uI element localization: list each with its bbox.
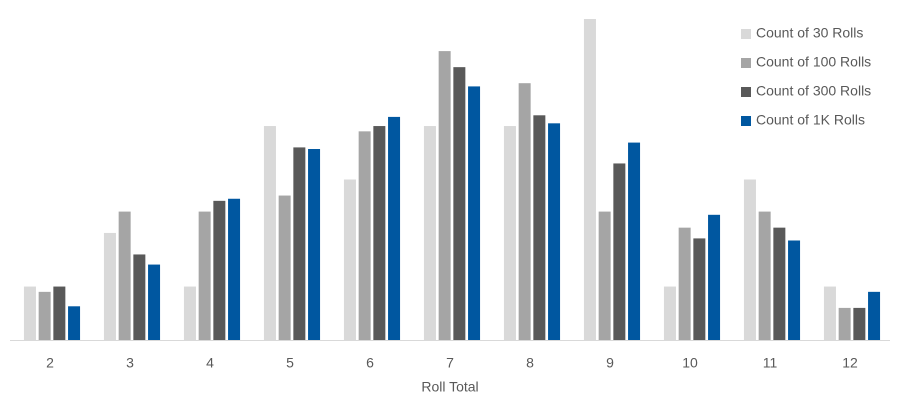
bar	[118, 211, 131, 340]
x-tick-label: 4	[206, 355, 214, 371]
bar	[518, 83, 531, 340]
x-tick-label: 2	[46, 355, 54, 371]
legend-swatch	[741, 29, 751, 39]
bar	[133, 254, 146, 340]
legend-label: Count of 300 Rolls	[756, 83, 871, 99]
bar	[853, 307, 866, 340]
bar	[503, 126, 516, 340]
bar	[263, 126, 276, 340]
bar	[613, 163, 626, 340]
bar	[838, 307, 851, 340]
x-tick-label: 11	[763, 355, 778, 371]
bar	[693, 238, 706, 340]
bar	[438, 51, 451, 340]
bar	[23, 286, 36, 340]
bar	[228, 198, 241, 340]
bar	[278, 195, 291, 340]
legend-swatch	[741, 116, 751, 126]
x-axis-title: Roll Total	[421, 379, 478, 395]
x-tick-label: 5	[286, 355, 294, 371]
bar	[598, 211, 611, 340]
legend-swatch	[741, 87, 751, 97]
legend-swatch	[741, 58, 751, 68]
x-tick-label: 10	[682, 355, 698, 371]
legend-label: Count of 1K Rolls	[756, 112, 865, 128]
bar	[423, 126, 436, 340]
bar	[148, 264, 161, 340]
bar	[548, 123, 561, 340]
bar	[373, 126, 386, 340]
bar	[868, 291, 881, 340]
legend-label: Count of 30 Rolls	[756, 25, 863, 41]
bar	[823, 286, 836, 340]
x-tick-label: 9	[606, 355, 614, 371]
x-tick-label: 12	[842, 355, 858, 371]
x-tick-label: 7	[446, 355, 454, 371]
x-tick-label: 6	[366, 355, 374, 371]
bar	[213, 200, 226, 340]
bar	[453, 67, 466, 341]
bar	[468, 86, 481, 340]
x-tick-label: 3	[126, 355, 134, 371]
bar	[773, 227, 786, 340]
bar	[743, 179, 756, 340]
bar	[533, 115, 546, 340]
bar	[628, 142, 641, 340]
bar	[758, 211, 771, 340]
bar	[788, 240, 801, 340]
bar	[308, 149, 321, 340]
bar	[183, 286, 196, 340]
bar	[583, 19, 596, 340]
bar	[293, 147, 306, 340]
bar	[358, 131, 371, 340]
bar	[663, 286, 676, 340]
bar	[388, 116, 401, 340]
bar	[343, 179, 356, 340]
bar	[708, 214, 721, 340]
bar	[38, 291, 51, 340]
x-tick-label: 8	[526, 355, 534, 371]
bar	[678, 227, 691, 340]
bar	[198, 211, 211, 340]
bar	[53, 286, 66, 340]
bar	[103, 232, 116, 340]
legend-label: Count of 100 Rolls	[756, 54, 871, 70]
bar	[68, 306, 81, 340]
